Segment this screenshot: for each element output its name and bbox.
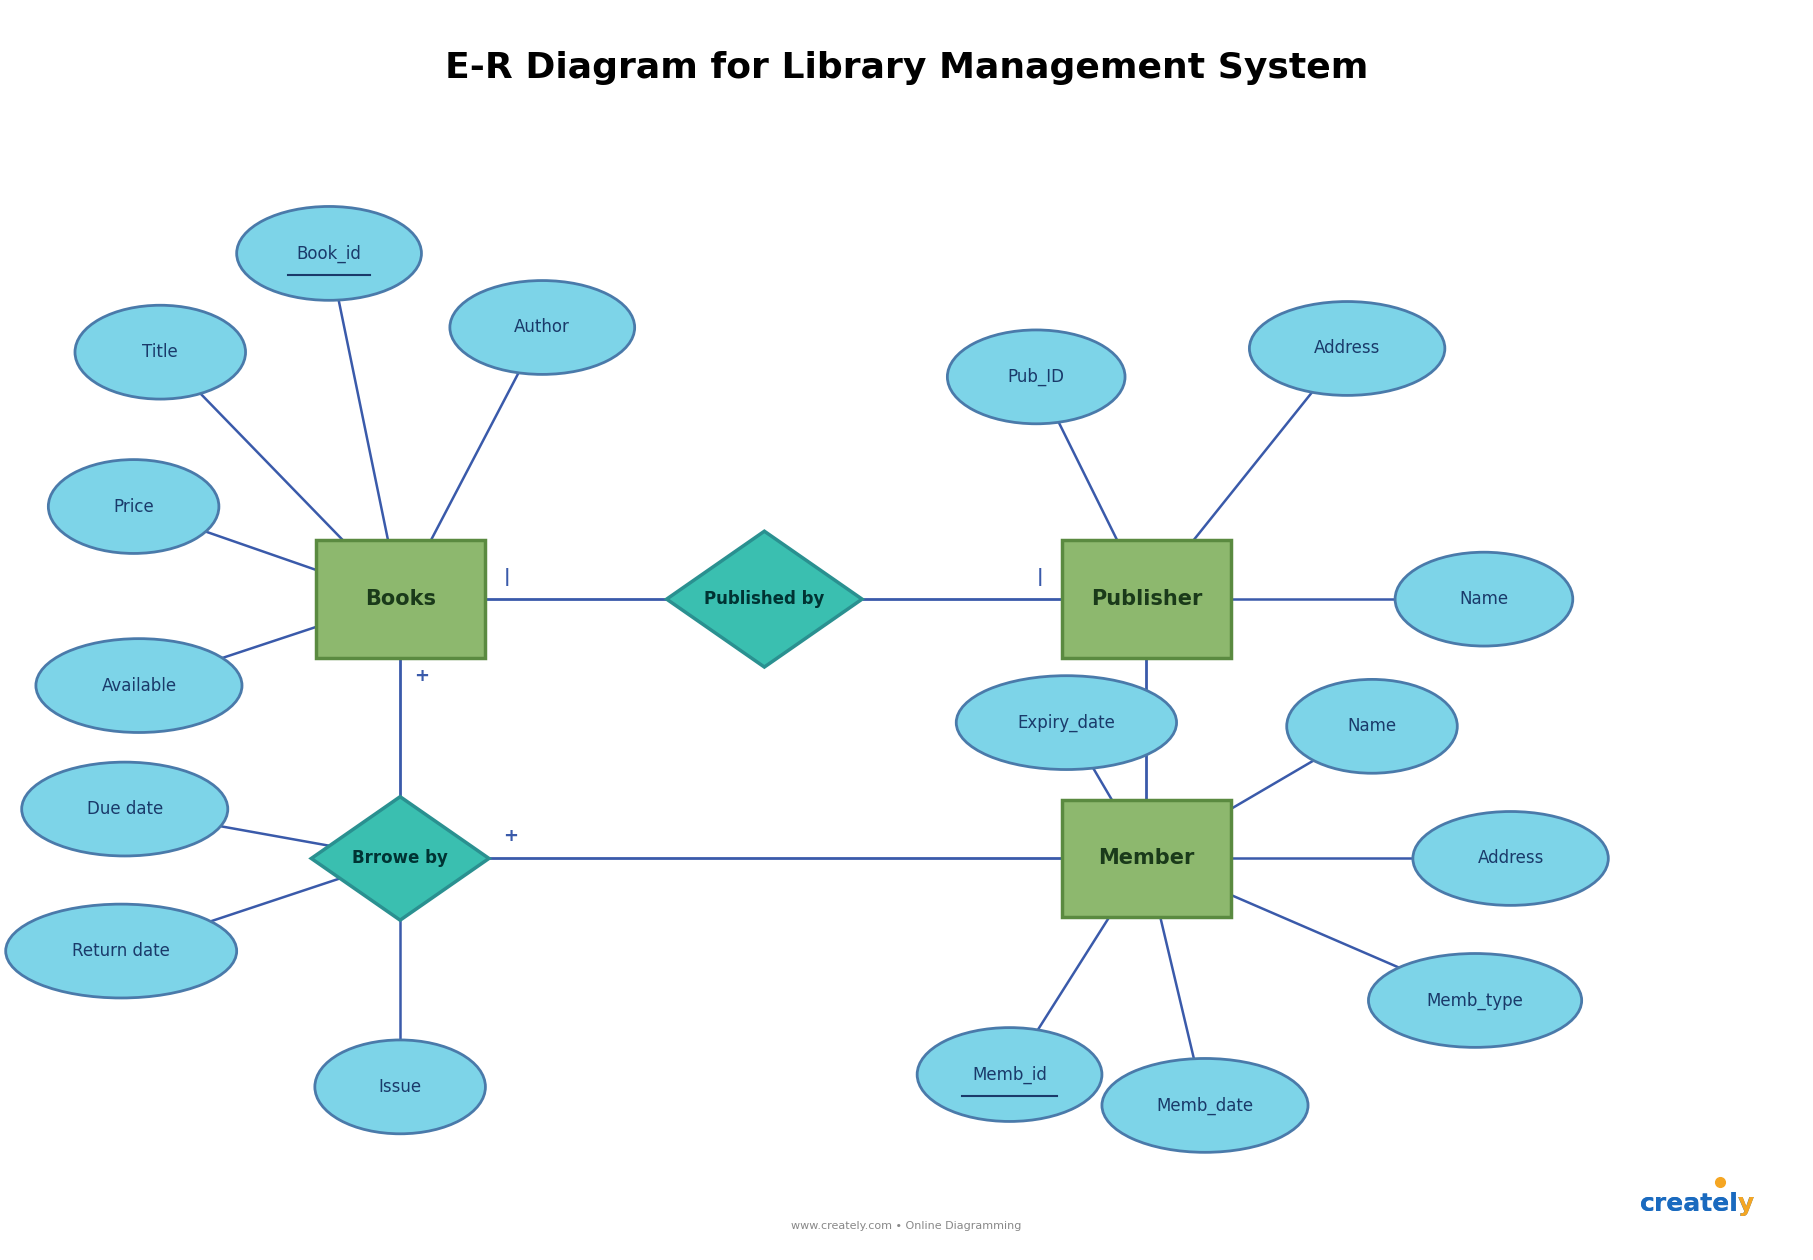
- Text: Published by: Published by: [703, 590, 825, 609]
- Text: +: +: [502, 828, 519, 845]
- Text: Books: Books: [364, 590, 435, 609]
- Polygon shape: [312, 796, 490, 920]
- Ellipse shape: [238, 207, 421, 300]
- Text: Expiry_date: Expiry_date: [1017, 713, 1115, 732]
- Text: Price: Price: [112, 498, 154, 515]
- Text: Member: Member: [1099, 848, 1195, 868]
- Text: Address: Address: [1478, 849, 1545, 867]
- Ellipse shape: [1396, 552, 1574, 646]
- FancyBboxPatch shape: [1062, 800, 1231, 917]
- Text: |: |: [504, 568, 509, 586]
- Text: Pub_ID: Pub_ID: [1008, 368, 1064, 386]
- FancyBboxPatch shape: [1062, 541, 1231, 658]
- Text: Due date: Due date: [87, 800, 163, 818]
- Text: Memb_date: Memb_date: [1157, 1096, 1253, 1115]
- Text: Address: Address: [1314, 339, 1380, 358]
- Ellipse shape: [36, 639, 241, 732]
- Ellipse shape: [315, 1040, 486, 1134]
- Ellipse shape: [948, 330, 1126, 423]
- Ellipse shape: [5, 905, 238, 998]
- FancyBboxPatch shape: [315, 541, 484, 658]
- Text: Return date: Return date: [73, 942, 170, 960]
- Text: creately: creately: [1641, 1192, 1755, 1216]
- Ellipse shape: [49, 460, 219, 553]
- Text: y: y: [1739, 1192, 1755, 1216]
- Text: Author: Author: [515, 319, 571, 336]
- Text: +: +: [413, 667, 430, 684]
- Ellipse shape: [955, 675, 1177, 770]
- Text: Memb_type: Memb_type: [1427, 992, 1523, 1009]
- Text: E-R Diagram for Library Management System: E-R Diagram for Library Management Syste…: [444, 52, 1369, 86]
- Ellipse shape: [1369, 954, 1581, 1047]
- Text: www.creately.com • Online Diagramming: www.creately.com • Online Diagramming: [790, 1221, 1023, 1231]
- Text: Memb_id: Memb_id: [972, 1066, 1046, 1084]
- Text: Available: Available: [102, 677, 176, 694]
- Text: Brrowe by: Brrowe by: [352, 849, 448, 867]
- Text: |: |: [1037, 568, 1042, 586]
- Text: Issue: Issue: [379, 1077, 422, 1096]
- Ellipse shape: [1102, 1058, 1307, 1153]
- Ellipse shape: [917, 1028, 1102, 1121]
- Text: Publisher: Publisher: [1091, 590, 1202, 609]
- Text: Title: Title: [143, 343, 178, 362]
- Ellipse shape: [1249, 301, 1445, 396]
- Text: Name: Name: [1459, 590, 1508, 609]
- Ellipse shape: [1412, 811, 1608, 906]
- Ellipse shape: [1287, 679, 1458, 774]
- Text: Book_id: Book_id: [297, 244, 361, 262]
- Ellipse shape: [74, 305, 245, 399]
- Text: createl: createl: [1641, 1192, 1739, 1216]
- Text: Name: Name: [1347, 717, 1396, 736]
- Ellipse shape: [22, 762, 228, 856]
- Ellipse shape: [450, 281, 635, 374]
- Polygon shape: [667, 532, 863, 667]
